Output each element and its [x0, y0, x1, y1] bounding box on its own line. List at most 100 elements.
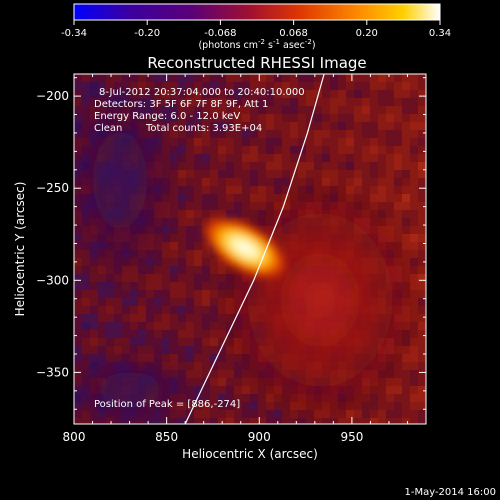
heatmap-pixel — [98, 338, 106, 346]
heatmap-pixel — [274, 186, 282, 194]
heatmap-pixel — [234, 154, 242, 162]
heatmap-pixel — [82, 314, 90, 322]
heatmap-pixel — [218, 338, 226, 346]
heatmap-pixel — [394, 210, 402, 218]
heatmap-pixel — [410, 90, 418, 98]
heatmap-pixel — [266, 122, 274, 130]
heatmap-pixel — [202, 354, 210, 362]
heatmap-pixel — [226, 82, 234, 90]
heatmap-pixel — [194, 202, 202, 210]
heatmap-pixel — [194, 266, 202, 274]
heatmap-pixel — [274, 170, 282, 178]
heatmap-pixel — [242, 410, 250, 418]
x-axis: 800 850 900 950 — [63, 74, 427, 444]
heatmap-pixel — [186, 98, 194, 106]
heatmap-pixel — [242, 178, 250, 186]
negative-region-bottom — [74, 350, 200, 424]
heatmap-pixel — [202, 202, 210, 210]
heatmap-pixel — [314, 74, 322, 82]
heatmap-pixel — [226, 186, 234, 194]
heatmap-pixel — [74, 306, 82, 314]
heatmap-pixel — [162, 330, 170, 338]
heatmap-pixel — [138, 290, 146, 298]
heatmap-pixel — [234, 194, 242, 202]
heatmap-pixel — [186, 274, 194, 282]
heatmap-pixel — [130, 346, 138, 354]
heatmap-pixel — [386, 154, 394, 162]
heatmap-pixel — [210, 274, 218, 282]
heatmap-pixel — [418, 370, 426, 378]
heatmap-pixel — [386, 194, 394, 202]
heatmap-pixel — [266, 90, 274, 98]
heatmap-pixel — [210, 306, 218, 314]
heatmap-pixel — [186, 130, 194, 138]
heatmap-pixel — [330, 418, 338, 424]
heatmap-pixel — [418, 234, 426, 242]
heatmap-pixel — [74, 354, 82, 362]
heatmap-pixel — [234, 170, 242, 178]
heatmap-pixel — [122, 346, 130, 354]
heatmap-pixel — [90, 314, 98, 322]
heatmap-pixel — [274, 122, 282, 130]
heatmap-pixel — [250, 402, 258, 410]
heatmap-pixel — [202, 98, 210, 106]
heatmap-pixel — [418, 338, 426, 346]
heatmap-pixel — [290, 130, 298, 138]
heatmap-pixel — [250, 130, 258, 138]
heatmap-pixel — [178, 130, 186, 138]
heatmap-pixel — [194, 114, 202, 122]
heatmap-pixel — [378, 410, 386, 418]
heatmap-pixel — [362, 114, 370, 122]
heatmap-pixel — [114, 306, 122, 314]
heatmap-pixel — [258, 394, 266, 402]
heatmap-pixel — [258, 194, 266, 202]
heatmap-pixel — [378, 146, 386, 154]
heatmap-pixel — [258, 402, 266, 410]
heatmap-pixel — [194, 298, 202, 306]
heatmap-pixel — [266, 98, 274, 106]
heatmap-pixel — [330, 146, 338, 154]
heatmap-pixel — [202, 210, 210, 218]
heatmap-pixel — [362, 178, 370, 186]
heatmap-pixel — [362, 162, 370, 170]
heatmap-pixel — [98, 346, 106, 354]
heatmap-pixel — [146, 74, 154, 82]
heatmap-pixel — [226, 162, 234, 170]
heatmap-pixel — [242, 162, 250, 170]
heatmap-pixel — [290, 146, 298, 154]
heatmap-pixel — [346, 130, 354, 138]
plot-area — [74, 74, 426, 424]
heatmap-pixel — [178, 290, 186, 298]
heatmap-pixel — [162, 338, 170, 346]
heatmap-pixel — [402, 98, 410, 106]
heatmap-pixel — [106, 338, 114, 346]
heatmap-pixel — [162, 90, 170, 98]
heatmap-pixel — [418, 194, 426, 202]
heatmap-pixel — [394, 194, 402, 202]
heatmap-pixel — [154, 82, 162, 90]
heatmap-pixel — [346, 170, 354, 178]
heatmap-pixel — [186, 322, 194, 330]
heatmap-pixel — [226, 90, 234, 98]
heatmap-pixel — [290, 74, 298, 82]
heatmap-pixel — [74, 314, 82, 322]
heatmap-pixel — [178, 306, 186, 314]
heatmap-pixel — [210, 114, 218, 122]
heatmap-pixel — [170, 346, 178, 354]
heatmap-pixel — [274, 138, 282, 146]
heatmap-pixel — [410, 154, 418, 162]
heatmap-pixel — [370, 82, 378, 90]
heatmap-pixel — [194, 330, 202, 338]
heatmap-pixel — [346, 90, 354, 98]
heatmap-pixel — [210, 354, 218, 362]
heatmap-pixel — [306, 418, 314, 424]
heatmap-pixel — [226, 194, 234, 202]
heatmap-pixel — [394, 378, 402, 386]
heatmap-pixel — [402, 402, 410, 410]
heatmap-pixel — [194, 170, 202, 178]
heatmap-pixel — [418, 266, 426, 274]
heatmap-pixel — [154, 90, 162, 98]
heatmap-pixel — [330, 130, 338, 138]
heatmap-pixel — [154, 322, 162, 330]
x-tick-label: 950 — [340, 430, 363, 444]
